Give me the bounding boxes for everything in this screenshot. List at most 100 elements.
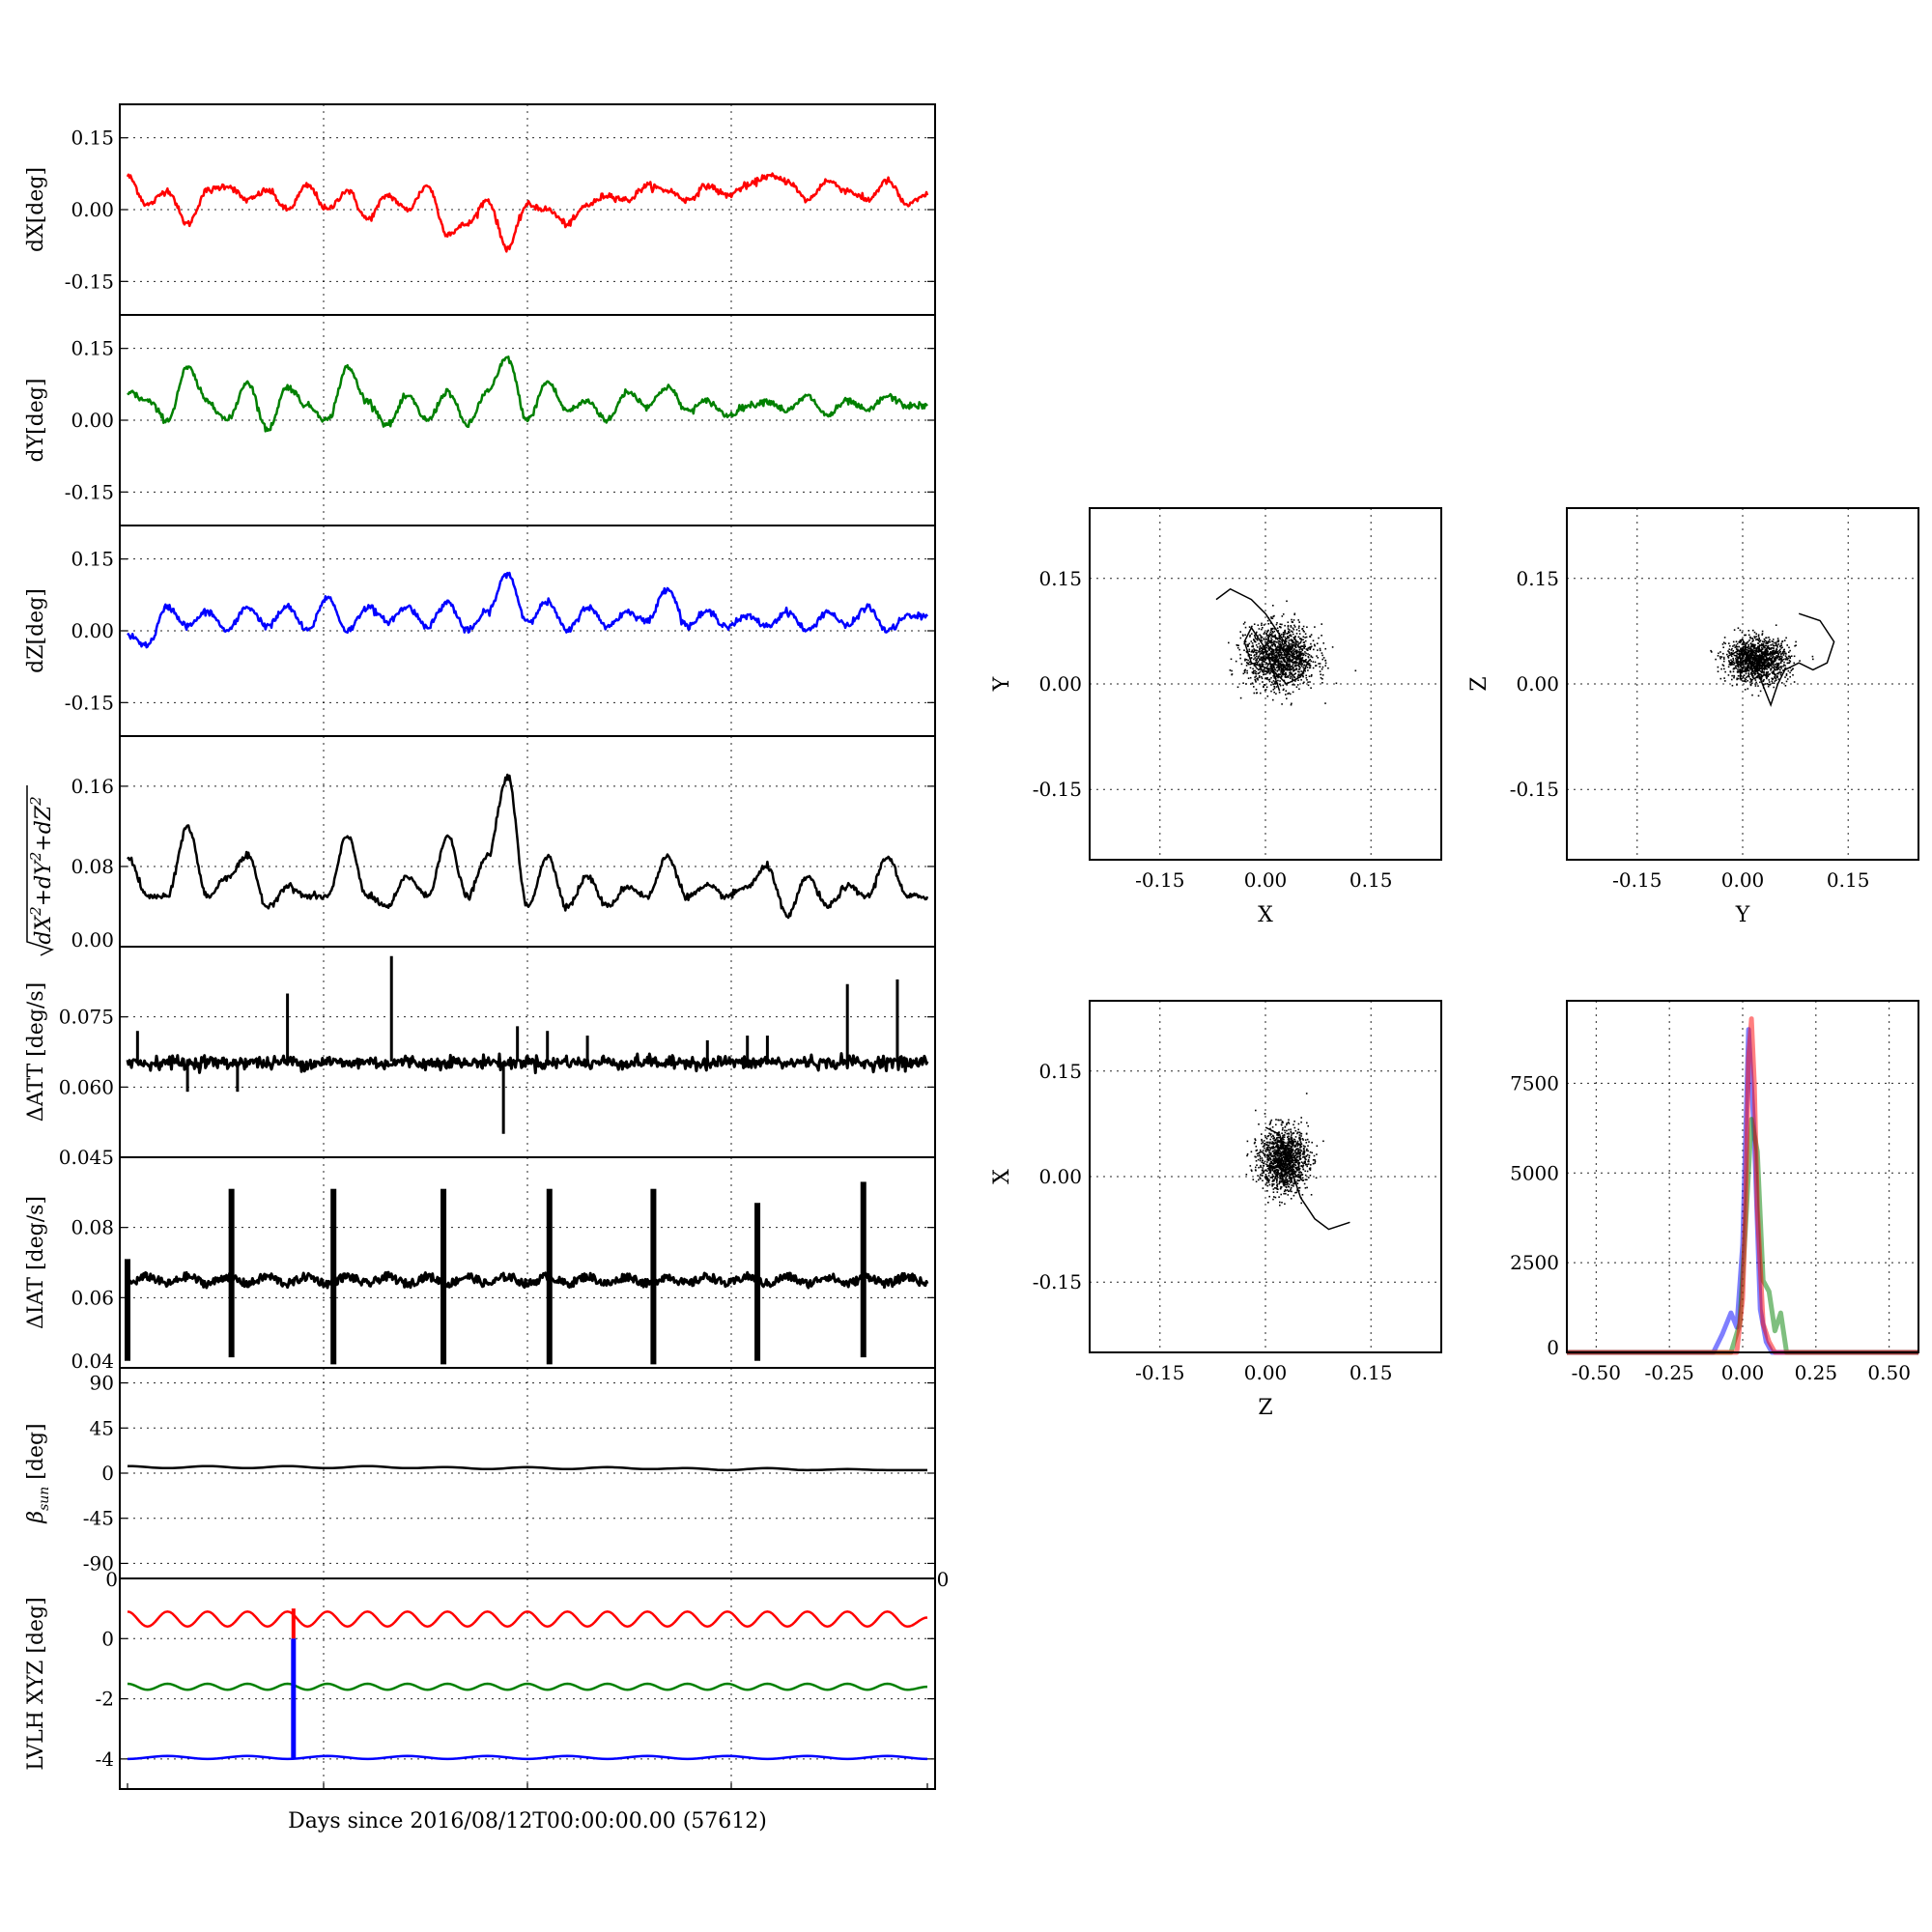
scatter-point [1289, 1170, 1291, 1172]
scatter-point [1275, 1152, 1278, 1154]
y-tick-label: 0.060 [59, 1075, 114, 1098]
scatter-point [1273, 691, 1275, 694]
y-tick-label: 0 [1547, 1336, 1559, 1359]
scatter-point [1296, 1155, 1299, 1158]
scatter-point [1298, 1131, 1301, 1134]
scatter-point [1268, 633, 1271, 635]
scatter-point [1768, 657, 1770, 660]
scatter-point [1285, 1170, 1287, 1172]
scatter-point [1286, 665, 1289, 667]
scatter-point [1300, 1172, 1303, 1174]
scatter-point [1293, 1166, 1295, 1168]
scatter-point [1759, 681, 1761, 684]
scatter-point [1776, 656, 1779, 658]
scatter-point [1274, 663, 1276, 666]
scatter-point [1265, 671, 1268, 673]
scatter-point [1244, 668, 1246, 671]
scatter-point [1280, 657, 1282, 660]
scatter-point [1274, 1151, 1276, 1154]
scatter-point [1784, 685, 1787, 687]
y-label-part: 2 [27, 852, 44, 863]
x-axis-label: Days since 2016/08/12T00:00:00.00 (57612… [288, 1809, 767, 1833]
scatter-point [1789, 656, 1791, 658]
scatter-point [1278, 667, 1281, 669]
scatter-point [1285, 1150, 1288, 1151]
scatter-point [1267, 636, 1270, 639]
scatter-point [1297, 1167, 1300, 1169]
scatter-point [1775, 666, 1777, 668]
scatter-point [1299, 1177, 1302, 1179]
y-tick-label: 0 [101, 1627, 114, 1650]
scatter-point [1279, 1165, 1282, 1168]
scatter-point [1294, 1160, 1296, 1163]
scatter-point [1287, 675, 1290, 678]
scatter-point [1268, 1162, 1271, 1165]
scatter-point [1755, 658, 1758, 660]
scatter-point [1289, 629, 1291, 631]
y-tick-label: 45 [90, 1416, 114, 1439]
scatter-point [1764, 668, 1767, 670]
scatter-point [1736, 656, 1738, 658]
scatter-point [1749, 648, 1751, 650]
scatter-point [1262, 1179, 1264, 1181]
scatter-point [1288, 1166, 1291, 1169]
scatter-point [1745, 650, 1747, 653]
scatter-point [1289, 1156, 1291, 1159]
scatter-point [1746, 669, 1747, 672]
scatter-point [1277, 1136, 1280, 1139]
scatter-point [1267, 634, 1270, 637]
scatter-point [1283, 688, 1285, 691]
scatter-point [1297, 650, 1299, 653]
scatter-point [1292, 676, 1293, 678]
scatter-point [1286, 1151, 1289, 1154]
scatter-point [1285, 1179, 1287, 1181]
scatter-point [1753, 645, 1755, 647]
scatter-point [1293, 662, 1294, 665]
scatter-point [1751, 665, 1753, 668]
scatter-point [1254, 640, 1256, 642]
scatter-point [1765, 667, 1767, 668]
scatter-point [1789, 660, 1792, 663]
scatter-point [1760, 643, 1763, 645]
scatter-point [1776, 650, 1779, 653]
scatter-point [1285, 1192, 1287, 1195]
scatter-point [1307, 1160, 1309, 1163]
scatter-point [1277, 1158, 1280, 1160]
scatter-point [1272, 656, 1275, 658]
scatter-point [1776, 675, 1778, 677]
scatter-point [1229, 669, 1232, 671]
scatter-point [1272, 1179, 1275, 1182]
scatter-point [1293, 1173, 1294, 1175]
y-tick-label: -0.15 [65, 691, 114, 714]
scatter-point [1733, 644, 1736, 646]
scatter-point [1313, 1154, 1316, 1157]
scatter-point [1275, 1168, 1278, 1171]
scatter-point [1307, 661, 1310, 663]
y-tick-label: 0.075 [59, 1006, 114, 1029]
scatter-point [1261, 647, 1263, 649]
scatter-point [1280, 1141, 1282, 1143]
scatter-point [1279, 1140, 1281, 1142]
scatter-point [1322, 657, 1325, 659]
scatter-point [1279, 1146, 1281, 1149]
scatter-point [1283, 1138, 1285, 1141]
scatter-point [1239, 653, 1241, 656]
scatter-point [1263, 633, 1265, 635]
scatter-point [1280, 1171, 1282, 1174]
scatter-point [1298, 1134, 1301, 1136]
scatter-point [1765, 674, 1768, 677]
scatter-point [1792, 668, 1794, 670]
scatter-point [1756, 666, 1758, 668]
scatter-point [1269, 1122, 1271, 1124]
scatter-point [1252, 1179, 1255, 1180]
scatter-point [1776, 664, 1779, 666]
scatter-point [1244, 658, 1246, 661]
scatter-point [1285, 663, 1288, 666]
scatter-point [1779, 666, 1781, 668]
axes-frame [1089, 507, 1442, 861]
scatter-point [1736, 678, 1738, 681]
scatter-point [1752, 670, 1755, 672]
scatter-point [1255, 1160, 1258, 1162]
scatter-point [1271, 1141, 1273, 1143]
scatter-point [1280, 1144, 1283, 1146]
